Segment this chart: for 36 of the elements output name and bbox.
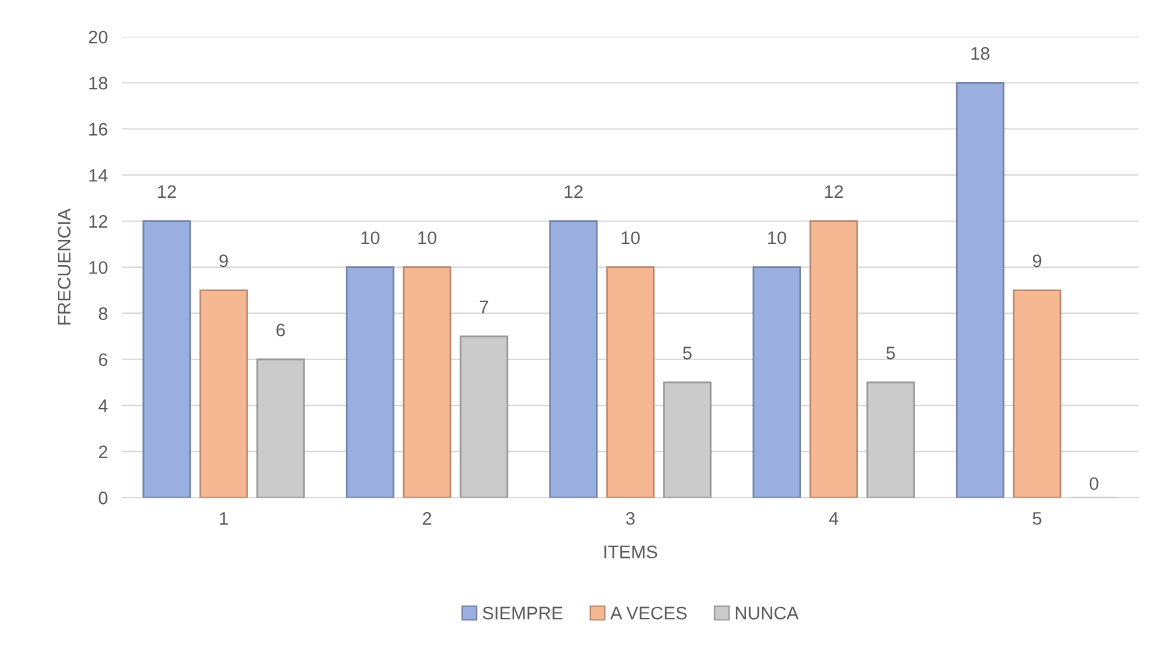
data-label: 12	[825, 185, 843, 198]
y-tick-label: 14	[89, 169, 108, 182]
legend-label: A VECES	[610, 606, 687, 620]
y-axis-title: FRECUENCIA	[57, 208, 71, 325]
y-tick-label: 8	[98, 307, 108, 321]
legend-label: SIEMPRE	[482, 606, 563, 620]
y-tick-label: 0	[98, 491, 108, 505]
data-label: 7	[479, 300, 489, 314]
legend-label: NUNCA	[735, 606, 799, 620]
data-label: 5	[886, 346, 895, 360]
y-tick-label: 20	[88, 30, 108, 44]
data-label: 9	[219, 254, 228, 268]
y-tick-label: 2	[98, 445, 108, 459]
x-axis-title: ITEMS	[604, 545, 658, 559]
data-label: 10	[361, 231, 380, 245]
data-label: 12	[564, 185, 583, 198]
data-label: 10	[768, 231, 787, 245]
data-label: 10	[418, 231, 437, 245]
data-label: 6	[276, 323, 285, 337]
y-tick-label: 16	[89, 122, 108, 136]
x-tick-label: 4	[829, 512, 839, 525]
x-tick-label: 2	[422, 512, 432, 525]
y-tick-label: 4	[98, 399, 108, 413]
data-label: 10	[621, 231, 640, 245]
x-tick-label: 1	[220, 512, 228, 525]
y-tick-label: 18	[89, 76, 108, 90]
data-label: 5	[683, 346, 692, 360]
x-tick-label: 5	[1032, 512, 1042, 525]
data-label: 9	[1032, 254, 1042, 268]
y-tick-label: 10	[89, 261, 108, 274]
data-label: 12	[158, 185, 176, 198]
data-label: 18	[971, 47, 990, 60]
y-tick-label: 6	[99, 353, 108, 367]
data-label: 0	[1089, 477, 1099, 490]
x-tick-label: 3	[626, 512, 635, 525]
y-tick-label: 12	[89, 215, 108, 228]
